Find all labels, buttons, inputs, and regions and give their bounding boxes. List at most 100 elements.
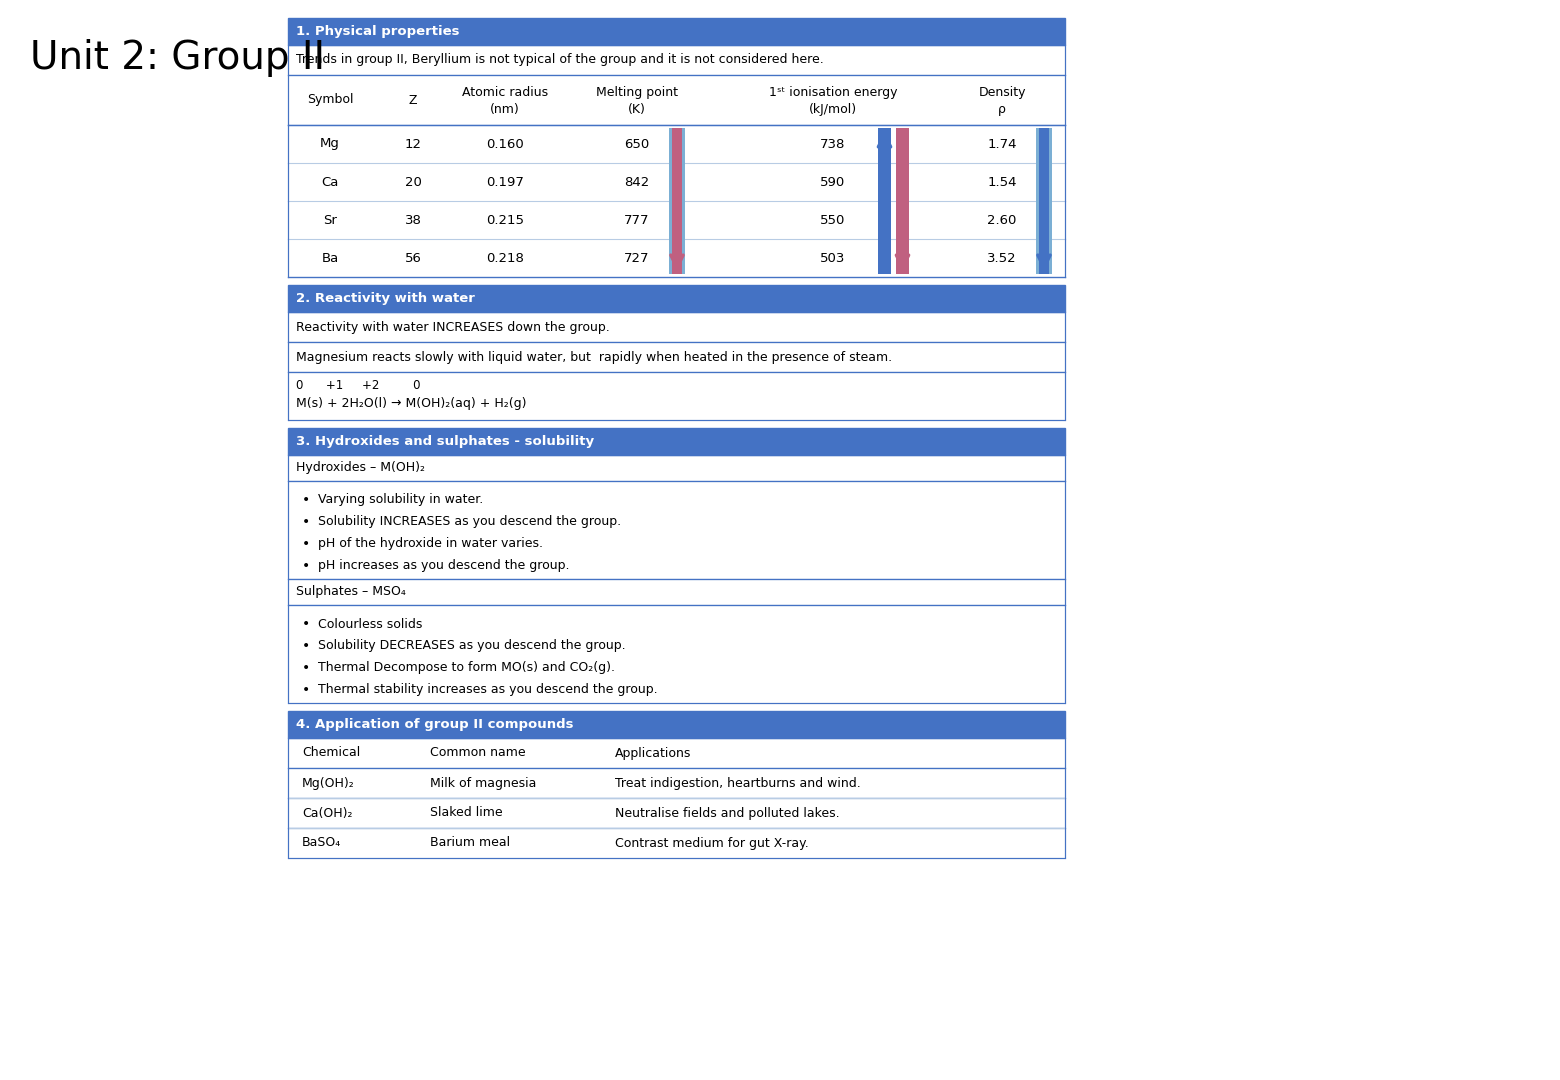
Text: Neutralise fields and polluted lakes.: Neutralise fields and polluted lakes. xyxy=(615,807,839,820)
Bar xyxy=(289,75,1065,125)
Text: 550: 550 xyxy=(821,214,846,227)
Text: Contrast medium for gut X-ray.: Contrast medium for gut X-ray. xyxy=(615,837,808,850)
Text: 4. Application of group II compounds: 4. Application of group II compounds xyxy=(296,718,574,731)
Text: (kJ/mol): (kJ/mol) xyxy=(810,103,856,116)
Text: Ca(OH)₂: Ca(OH)₂ xyxy=(303,807,353,820)
Text: 3.52: 3.52 xyxy=(987,252,1017,265)
Text: Ba: Ba xyxy=(321,252,339,265)
Text: (nm): (nm) xyxy=(490,103,519,116)
Text: 38: 38 xyxy=(404,214,421,227)
Text: Sr: Sr xyxy=(323,214,337,227)
Bar xyxy=(289,711,1065,738)
Text: 738: 738 xyxy=(821,137,846,150)
Bar xyxy=(289,312,1065,342)
Text: Symbol: Symbol xyxy=(307,94,353,107)
Text: Common name: Common name xyxy=(431,746,526,759)
Text: Solubility INCREASES as you descend the group.: Solubility INCREASES as you descend the … xyxy=(318,515,621,528)
Text: Colourless solids: Colourless solids xyxy=(318,618,423,631)
Text: •: • xyxy=(303,661,310,675)
Bar xyxy=(672,129,682,274)
Text: 12: 12 xyxy=(404,137,421,150)
Text: 1.74: 1.74 xyxy=(987,137,1017,150)
Text: Slaked lime: Slaked lime xyxy=(431,807,502,820)
Text: 842: 842 xyxy=(624,175,649,189)
Text: M(s) + 2H₂O(l) → M(OH)₂(aq) + H₂(g): M(s) + 2H₂O(l) → M(OH)₂(aq) + H₂(g) xyxy=(296,396,527,409)
Text: Solubility DECREASES as you descend the group.: Solubility DECREASES as you descend the … xyxy=(318,639,626,652)
Text: 2. Reactivity with water: 2. Reactivity with water xyxy=(296,292,474,305)
Bar xyxy=(1039,129,1048,274)
Bar xyxy=(289,738,1065,768)
Text: 1ˢᵗ ionisation energy: 1ˢᵗ ionisation energy xyxy=(769,86,897,99)
Bar xyxy=(289,768,1065,798)
Bar xyxy=(289,163,1065,201)
Text: 727: 727 xyxy=(624,252,651,265)
Text: Barium meal: Barium meal xyxy=(431,837,510,850)
Text: Mg: Mg xyxy=(320,137,340,150)
Bar xyxy=(669,129,685,274)
Text: 650: 650 xyxy=(624,137,649,150)
Text: pH of the hydroxide in water varies.: pH of the hydroxide in water varies. xyxy=(318,538,543,551)
Text: 0.197: 0.197 xyxy=(487,175,524,189)
Text: Applications: Applications xyxy=(615,746,691,759)
Text: 503: 503 xyxy=(821,252,846,265)
Text: Milk of magnesia: Milk of magnesia xyxy=(431,777,537,789)
Text: Thermal Decompose to form MO(s) and CO₂(g).: Thermal Decompose to form MO(s) and CO₂(… xyxy=(318,661,615,675)
Text: pH increases as you descend the group.: pH increases as you descend the group. xyxy=(318,559,569,572)
Text: Magnesium reacts slowly with liquid water, but  rapidly when heated in the prese: Magnesium reacts slowly with liquid wate… xyxy=(296,351,892,364)
Text: Varying solubility in water.: Varying solubility in water. xyxy=(318,494,484,507)
Text: BaSO₄: BaSO₄ xyxy=(303,837,342,850)
Bar xyxy=(289,605,1065,703)
Text: Density: Density xyxy=(978,86,1026,99)
Text: 0.218: 0.218 xyxy=(487,252,524,265)
Bar xyxy=(289,579,1065,605)
Text: ρ: ρ xyxy=(998,103,1006,116)
Text: Chemical: Chemical xyxy=(303,746,360,759)
Bar xyxy=(289,18,1065,45)
Text: 0.160: 0.160 xyxy=(487,137,524,150)
Bar xyxy=(895,129,909,274)
Text: Hydroxides – M(OH)₂: Hydroxides – M(OH)₂ xyxy=(296,461,424,474)
Text: •: • xyxy=(303,492,310,507)
Text: 1. Physical properties: 1. Physical properties xyxy=(296,25,460,38)
Text: Trends in group II, Beryllium is not typical of the group and it is not consider: Trends in group II, Beryllium is not typ… xyxy=(296,54,824,67)
Text: 2.60: 2.60 xyxy=(987,214,1017,227)
Text: 3. Hydroxides and sulphates - solubility: 3. Hydroxides and sulphates - solubility xyxy=(296,435,594,448)
Text: Ca: Ca xyxy=(321,175,339,189)
Text: 590: 590 xyxy=(821,175,846,189)
Text: (K): (K) xyxy=(629,103,646,116)
Text: •: • xyxy=(303,639,310,653)
Bar xyxy=(289,239,1065,276)
Bar xyxy=(289,125,1065,163)
Text: •: • xyxy=(303,515,310,529)
Text: 0.215: 0.215 xyxy=(487,214,524,227)
Bar xyxy=(289,481,1065,579)
Text: Melting point: Melting point xyxy=(596,86,679,99)
Text: Sulphates – MSO₄: Sulphates – MSO₄ xyxy=(296,585,406,598)
Text: Treat indigestion, heartburns and wind.: Treat indigestion, heartburns and wind. xyxy=(615,777,861,789)
Bar xyxy=(289,372,1065,420)
Text: 0      +1     +2         0: 0 +1 +2 0 xyxy=(296,379,421,392)
Text: Z: Z xyxy=(409,94,417,107)
Bar xyxy=(289,455,1065,481)
Bar xyxy=(878,129,891,274)
Text: •: • xyxy=(303,537,310,551)
Text: 20: 20 xyxy=(404,175,421,189)
Text: 777: 777 xyxy=(624,214,651,227)
Bar xyxy=(289,828,1065,858)
Text: •: • xyxy=(303,559,310,573)
Text: 56: 56 xyxy=(404,252,421,265)
Bar xyxy=(289,342,1065,372)
Bar xyxy=(289,45,1065,75)
Text: Thermal stability increases as you descend the group.: Thermal stability increases as you desce… xyxy=(318,684,658,697)
Bar xyxy=(289,798,1065,828)
Bar xyxy=(1036,129,1051,274)
Text: Mg(OH)₂: Mg(OH)₂ xyxy=(303,777,354,789)
Text: Unit 2: Group II: Unit 2: Group II xyxy=(30,39,324,77)
Bar xyxy=(289,201,1065,239)
Text: •: • xyxy=(303,683,310,697)
Text: 1.54: 1.54 xyxy=(987,175,1017,189)
Text: •: • xyxy=(303,617,310,631)
Text: Reactivity with water INCREASES down the group.: Reactivity with water INCREASES down the… xyxy=(296,321,610,334)
Bar xyxy=(289,428,1065,455)
Text: Atomic radius: Atomic radius xyxy=(462,86,548,99)
